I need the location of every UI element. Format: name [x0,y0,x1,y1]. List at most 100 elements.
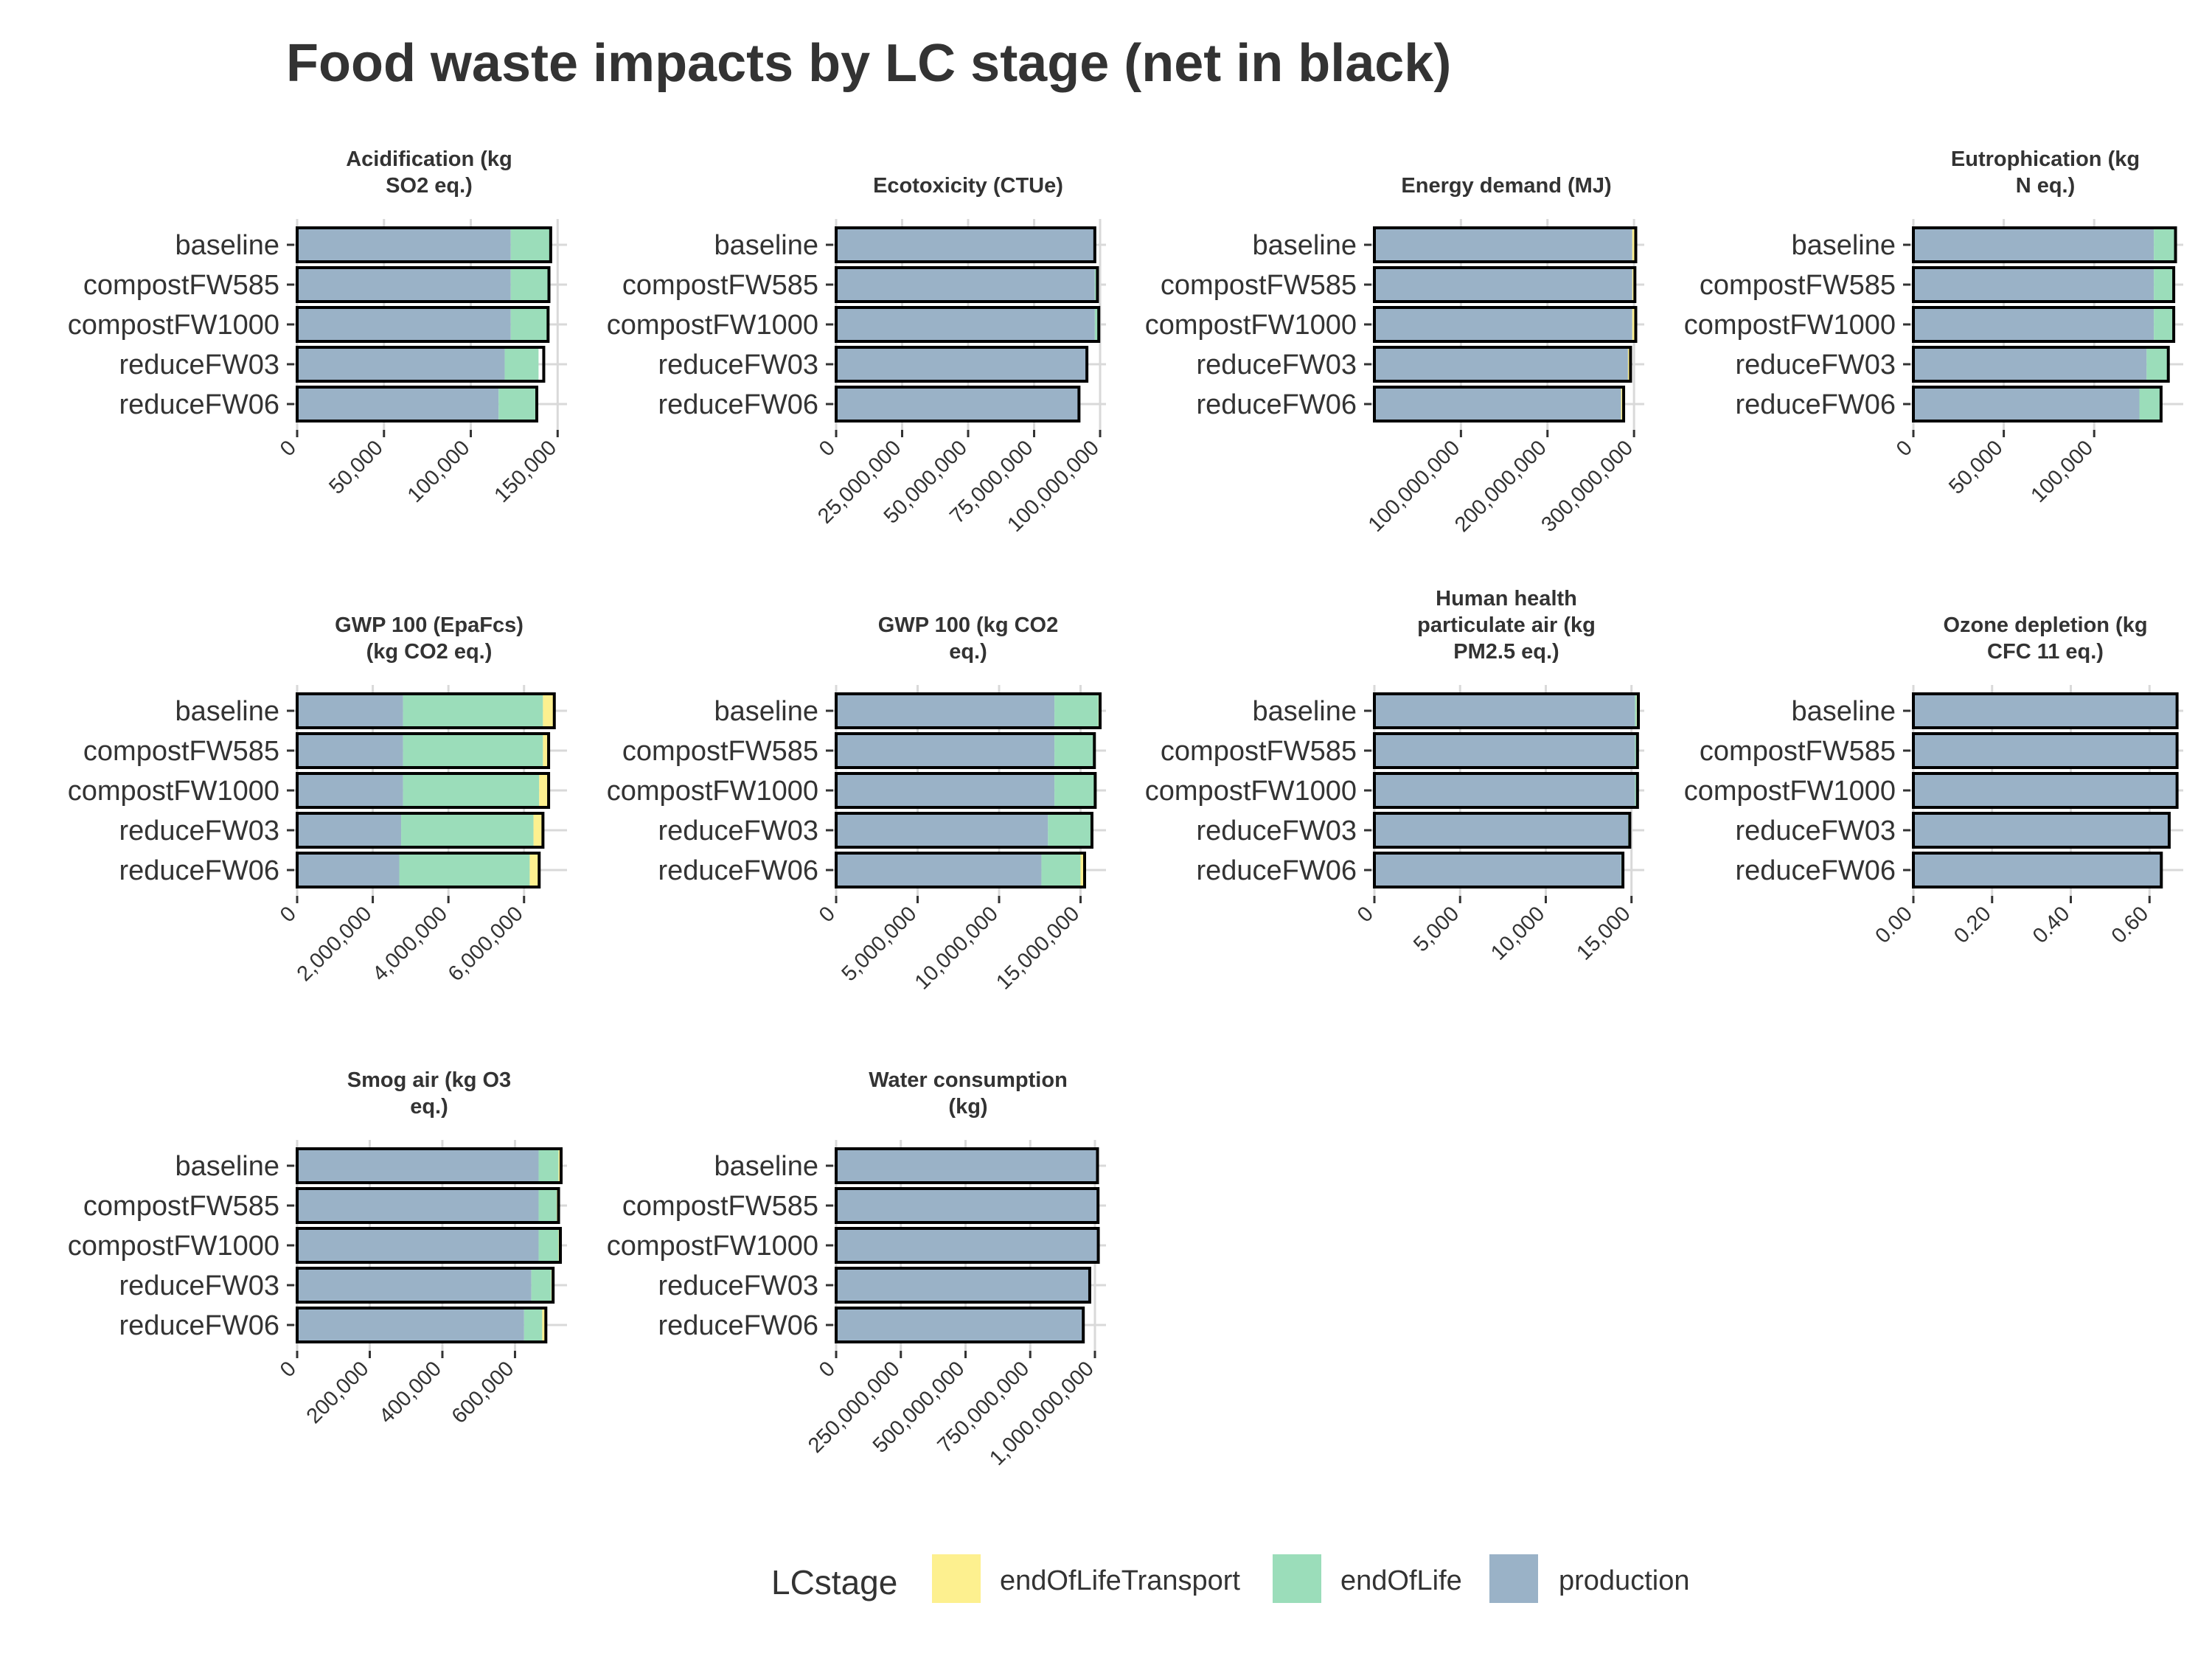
bar-endOfLife [538,1228,559,1262]
net-outline [1373,266,1637,303]
bar-production [836,228,1095,262]
net-outline [1912,266,2176,303]
bar-production [297,773,403,807]
net-outline [296,306,550,343]
category-label-compostFW585: compostFW585 [622,270,818,301]
x-tick-label: 50,000 [1944,436,2007,498]
bar-production [297,734,403,768]
x-tick-label: 0 [276,436,301,461]
net-outline [1373,852,1625,888]
net-outline [1912,226,2177,263]
bar-endOfLife [403,734,543,768]
panel-gwp-100-kg-co2-eq-: GWP 100 (kg CO2 eq.) baseline compostFW585 c… [607,613,1106,995]
facet-title: Acidification (kg [346,147,512,171]
bar-production [1913,307,2154,341]
bar-production [297,1189,539,1222]
bar-endOfLifeTransport [529,853,540,887]
bar-endOfLife [531,1268,552,1302]
x-tick-label: 0.20 [1950,902,1996,948]
category-label-reduceFW06: reduceFW06 [1196,389,1357,420]
bar-production [297,853,400,887]
x-tick-label: 10,000 [1486,902,1549,964]
category-label-baseline: baseline [1791,696,1896,727]
net-outline [835,386,1081,422]
bar-production [836,307,1095,341]
category-label-compostFW585: compostFW585 [622,736,818,767]
category-label-reduceFW06: reduceFW06 [119,389,279,420]
net-outline [835,306,1101,343]
bar-production [1374,853,1621,887]
category-label-compostFW1000: compostFW1000 [1684,310,1896,341]
x-tick-label: 300,000,000 [1537,436,1638,537]
net-outline [1912,852,2163,888]
bar-production [1374,347,1628,381]
bar-endOfLife [1635,694,1637,728]
category-label-compostFW1000: compostFW1000 [607,310,818,341]
bar-endOfLife [524,1308,543,1342]
category-label-reduceFW06: reduceFW06 [658,1310,818,1341]
bar-production [1913,694,2177,728]
x-tick-label: 0.40 [2028,902,2075,948]
bar-endOfLife [510,268,549,302]
bar-endOfLifeTransport [533,813,543,847]
facet-title: particulate air (kg [1417,613,1596,637]
panel-eutrophication-kg-n-eq-: Eutrophication (kg N eq.) baseline compostF… [1684,147,2183,507]
bar-production [1374,734,1635,768]
bar-production [836,773,1055,807]
legend-title: LCstage [771,1563,897,1601]
bar-production [1913,734,2177,768]
bar-endOfLife [2154,228,2176,262]
legend-swatch-production [1489,1554,1538,1603]
category-label-compostFW1000: compostFW1000 [68,1231,279,1262]
x-tick-label: 5,000 [1409,902,1464,956]
category-label-reduceFW06: reduceFW06 [1196,855,1357,886]
category-label-baseline: baseline [1791,230,1896,261]
net-outline [296,1147,563,1184]
x-tick-label: 150,000 [490,436,561,507]
category-label-reduceFW06: reduceFW06 [119,855,279,886]
bar-endOfLife [1635,773,1637,807]
x-tick-label: 100,000 [2026,436,2098,507]
category-label-compostFW1000: compostFW1000 [1145,310,1357,341]
net-outline [835,812,1093,849]
category-label-reduceFW03: reduceFW03 [1735,349,1896,380]
x-tick-label: 15,000,000 [992,902,1084,994]
bar-production [297,813,402,847]
bar-endOfLife [1048,813,1091,847]
net-outline [296,692,556,729]
category-label-compostFW585: compostFW585 [83,270,279,301]
category-label-baseline: baseline [1252,230,1357,261]
facet-title: Smog air (kg O3 [347,1068,511,1092]
panel-acidification-kg-so2-eq-: Acidification (kg SO2 eq.) baseline compost… [68,147,567,507]
net-outline [296,1267,555,1304]
bar-endOfLife [1635,734,1637,768]
bar-production [1913,268,2154,302]
net-outline [835,772,1097,809]
category-label-compostFW585: compostFW585 [1161,736,1357,767]
net-outline [1912,306,2176,343]
bar-production [297,228,511,262]
category-label-reduceFW03: reduceFW03 [119,349,279,380]
net-outline [1373,812,1632,849]
panel-ecotoxicity-ctue-: Ecotoxicity (CTUe) baseline compostFW585 co… [607,174,1106,537]
category-label-compostFW1000: compostFW1000 [68,310,279,341]
bar-endOfLife [498,387,536,421]
facet-title: Water consumption [869,1068,1068,1092]
bar-endOfLifeTransport [1632,228,1636,262]
net-outline [296,346,546,383]
bar-production [836,1268,1090,1302]
bar-endOfLife [538,1149,559,1183]
legend-swatch-endOfLife [1273,1554,1321,1603]
x-tick-label: 0 [1353,902,1378,927]
category-label-reduceFW06: reduceFW06 [1735,855,1896,886]
bar-production [297,347,505,381]
category-label-baseline: baseline [714,1151,818,1182]
facet-title: (kg) [948,1095,987,1119]
facet-title: Eutrophication (kg [1951,147,2140,171]
net-outline [296,386,539,422]
bar-endOfLifeTransport [1080,853,1085,887]
category-label-baseline: baseline [714,696,818,727]
x-tick-label: 5,000,000 [838,902,922,986]
category-label-compostFW585: compostFW585 [622,1191,818,1222]
bar-endOfLifeTransport [543,694,554,728]
